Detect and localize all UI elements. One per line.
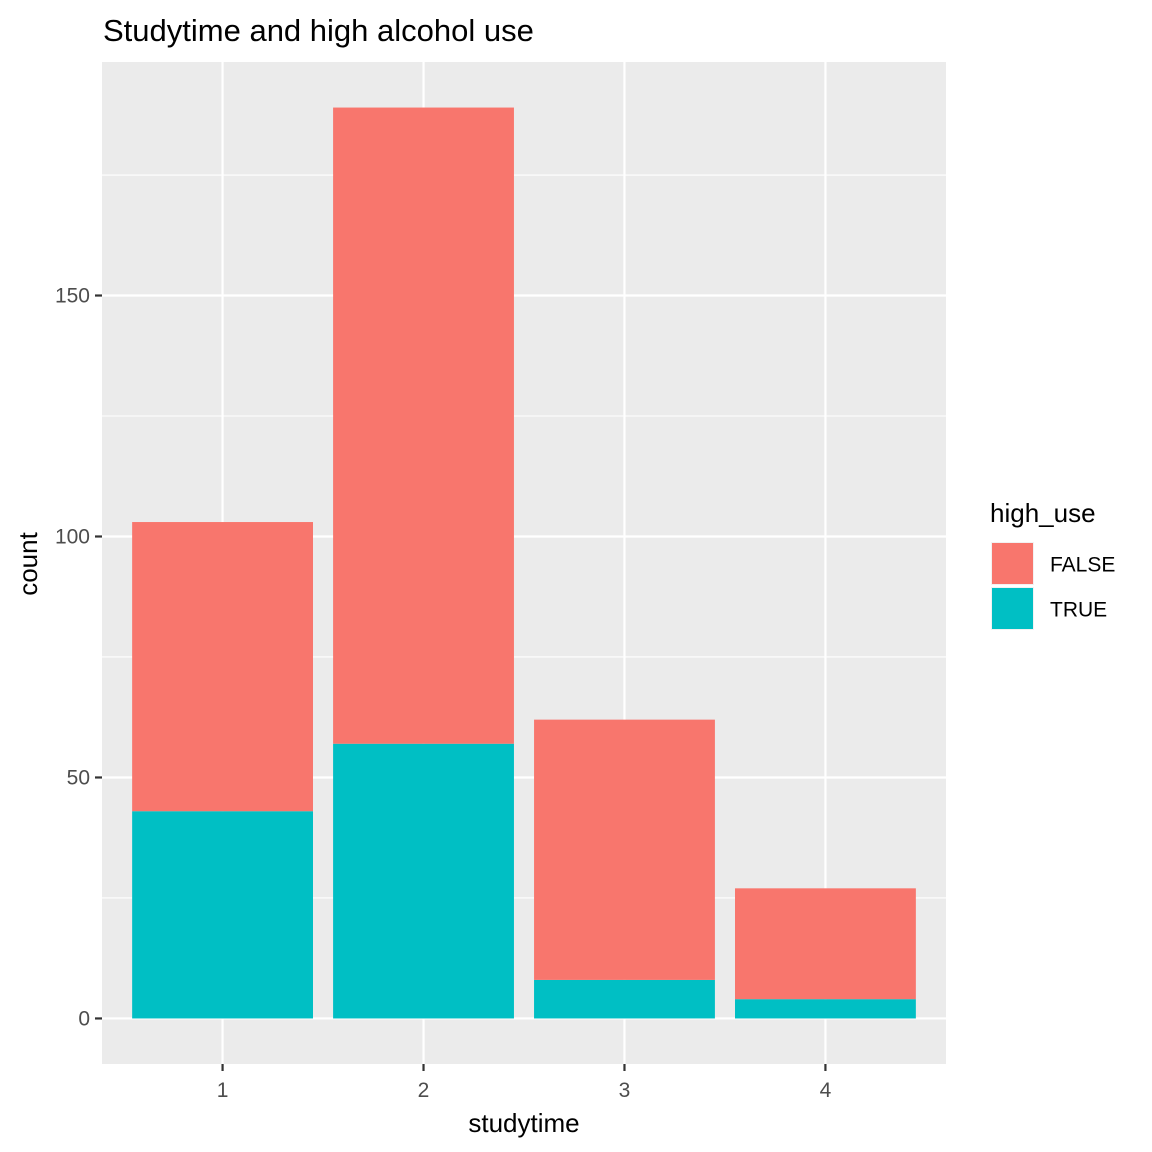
y-axis: 0 50 100 150 [55, 285, 102, 1030]
x-axis: 1 2 3 4 [217, 1064, 832, 1102]
x-tick-label: 2 [418, 1079, 430, 1102]
chart-title: Studytime and high alcohol use [103, 13, 534, 48]
legend-key-true [992, 588, 1033, 629]
x-tick-label: 4 [820, 1079, 832, 1102]
legend-key-false [992, 543, 1033, 584]
y-tick-label: 150 [55, 285, 90, 308]
bar-true-studytime-3 [534, 979, 715, 1019]
legend: high_use FALSE TRUE [990, 498, 1115, 630]
bars [132, 107, 916, 1019]
bar-true-studytime-4 [735, 999, 916, 1019]
legend-title: high_use [990, 498, 1096, 528]
x-tick-label: 3 [619, 1079, 631, 1102]
legend-label-false: FALSE [1050, 554, 1115, 577]
y-tick-label: 50 [67, 766, 90, 789]
y-tick-label: 0 [78, 1007, 90, 1030]
y-axis-title: count [13, 531, 43, 595]
legend-label-true: TRUE [1050, 599, 1107, 622]
y-tick-label: 100 [55, 525, 90, 548]
bar-true-studytime-1 [132, 811, 313, 1019]
x-axis-title: studytime [468, 1108, 579, 1138]
bar-false-studytime-1 [132, 522, 313, 812]
bar-false-studytime-4 [735, 888, 916, 1000]
x-tick-label: 1 [217, 1079, 229, 1102]
bar-false-studytime-2 [333, 107, 514, 744]
bar-true-studytime-2 [333, 743, 514, 1019]
bar-false-studytime-3 [534, 719, 715, 980]
